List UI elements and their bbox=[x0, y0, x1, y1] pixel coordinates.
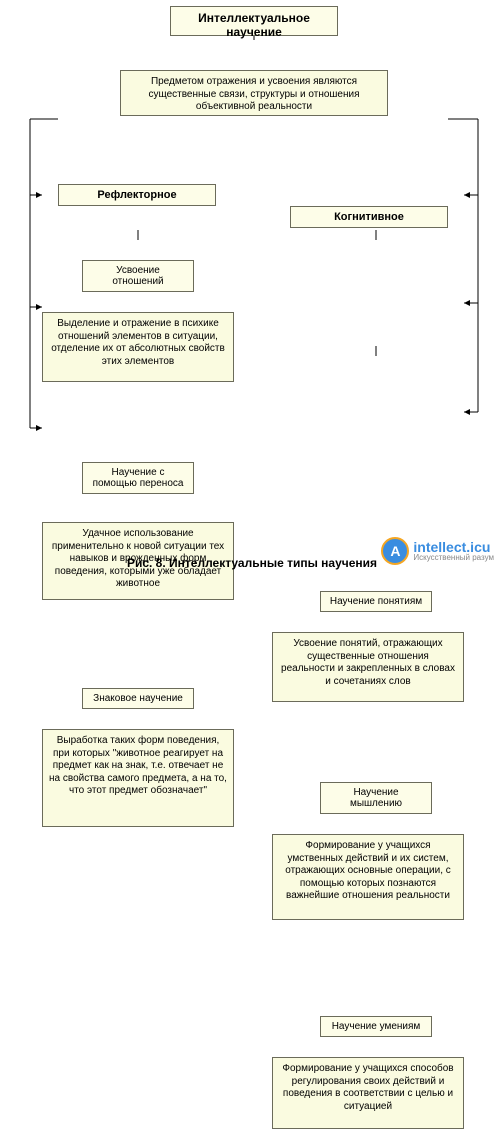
left-item-3-label: Знаковое научение bbox=[82, 688, 194, 709]
diagram-root: Интеллектуальное научение Предметом отра… bbox=[0, 0, 504, 580]
left-item-1-label: Усвоение отношений bbox=[82, 260, 194, 292]
watermark-subtitle: Искусственный разум bbox=[413, 554, 494, 562]
left-branch-title: Рефлекторное bbox=[58, 184, 216, 206]
root-title: Интеллектуальное научение bbox=[170, 6, 338, 36]
right-item-2-label: Научение мышлению bbox=[320, 782, 432, 814]
left-item-2-label: Научение с помощью переноса bbox=[82, 462, 194, 494]
figure-caption: Рис. 8. Интеллектуальные типы научения bbox=[100, 556, 404, 570]
right-item-2-desc: Формирование у учащихся умственных дейст… bbox=[272, 834, 464, 920]
watermark-icon-letter: A bbox=[390, 543, 400, 559]
right-item-3-desc: Формирование у учащихся способов регулир… bbox=[272, 1057, 464, 1129]
watermark: A intellect.icu Искусственный разум bbox=[381, 537, 494, 565]
right-branch-title: Когнитивное bbox=[290, 206, 448, 228]
left-item-3-desc: Выработка таких форм поведения, при кото… bbox=[42, 729, 234, 827]
watermark-title: intellect.icu bbox=[413, 540, 494, 554]
watermark-icon: A bbox=[381, 537, 409, 565]
watermark-text: intellect.icu Искусственный разум bbox=[413, 540, 494, 562]
root-desc: Предметом отражения и усвоения являются … bbox=[120, 70, 388, 116]
right-item-1-desc: Усвоение понятий, отражающих существенны… bbox=[272, 632, 464, 702]
left-item-1-desc: Выделение и отражение в психике отношени… bbox=[42, 312, 234, 382]
right-item-1-label: Научение понятиям bbox=[320, 591, 432, 612]
right-item-3-label: Научение умениям bbox=[320, 1016, 432, 1037]
